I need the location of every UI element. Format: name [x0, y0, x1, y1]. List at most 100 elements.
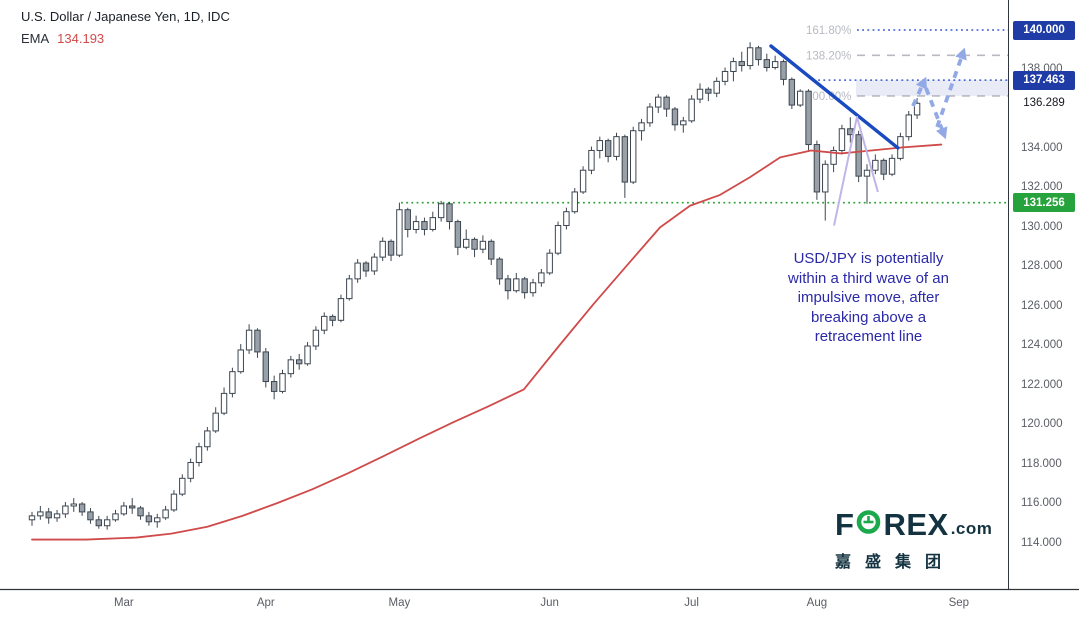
candle-body — [554, 225, 562, 254]
candle — [905, 110, 912, 141]
candle-body — [279, 373, 286, 392]
candle-body — [296, 359, 303, 365]
candle-body — [546, 252, 553, 274]
annotation-note[interactable]: USD/JPY is potentially within a third wa… — [754, 249, 983, 347]
candle-body — [529, 282, 537, 294]
candle — [37, 505, 44, 520]
candle — [187, 458, 194, 483]
candle — [45, 507, 52, 524]
candle-body — [705, 88, 712, 94]
candle — [604, 138, 612, 163]
candle — [463, 229, 470, 250]
candle — [513, 272, 520, 293]
candle-body — [604, 140, 612, 157]
candle-body — [671, 108, 679, 126]
candle — [705, 87, 712, 102]
price-tick-label: 116.000 — [1021, 497, 1062, 509]
candle-body — [688, 98, 695, 122]
candle — [87, 507, 94, 524]
candle-body — [888, 157, 896, 175]
candle — [571, 188, 578, 214]
annotation-line: within a third wave of an — [788, 269, 949, 287]
candle-body — [680, 120, 687, 126]
wave-line[interactable] — [833, 115, 879, 226]
candle — [805, 89, 812, 151]
candle — [296, 353, 303, 370]
candle — [78, 502, 86, 516]
candle — [337, 294, 345, 323]
candle — [204, 426, 211, 451]
candle — [387, 239, 395, 262]
candle — [154, 513, 161, 528]
month-tick-label: Jun — [540, 597, 559, 609]
candle-body — [538, 272, 545, 284]
candle-body — [613, 136, 620, 157]
logo-chinese-name: 嘉盛集团 — [835, 554, 956, 571]
candle-body — [838, 128, 846, 151]
candle-body — [229, 371, 236, 394]
candle-body — [805, 90, 812, 146]
indicator-legend[interactable]: EMA 134.193 — [21, 31, 230, 46]
candle — [103, 515, 111, 530]
candle-body — [154, 517, 161, 523]
candle-body — [379, 240, 386, 258]
candle — [488, 239, 495, 266]
candle — [162, 505, 169, 520]
candle — [596, 136, 603, 159]
candle — [496, 257, 503, 285]
price-badge: 136.289 — [1013, 93, 1075, 113]
projection-arrow[interactable] — [924, 87, 948, 140]
candle-body — [346, 278, 353, 300]
time-axis[interactable]: Mar Apr May Jun Jul Aug Sep — [0, 590, 1079, 624]
annotation-line: retracement line — [814, 328, 923, 345]
candle — [538, 268, 545, 287]
trendline[interactable] — [769, 44, 900, 150]
candle — [521, 276, 528, 299]
candle-body — [387, 240, 395, 256]
candle-body — [404, 209, 411, 230]
ema-line[interactable] — [31, 143, 943, 541]
candle-body — [262, 351, 270, 383]
chart-legend: U.S. Dollar / Japanese Yen, 1D, IDC EMA 1… — [21, 9, 230, 46]
candle — [346, 274, 353, 301]
candle-body — [863, 169, 871, 177]
candle-body — [396, 209, 403, 256]
candle-body — [847, 128, 854, 136]
candle-body — [120, 505, 128, 515]
candle — [630, 126, 637, 185]
candle — [771, 55, 779, 70]
price-axis[interactable]: 138.000136.000134.000132.000130.000128.0… — [1009, 0, 1079, 589]
candle — [755, 45, 762, 66]
projection-arrow[interactable] — [911, 76, 927, 107]
candle — [797, 89, 804, 108]
candle — [304, 342, 311, 366]
indicator-label: EMA — [21, 31, 50, 46]
candle-body — [37, 511, 44, 517]
candle-body — [304, 345, 311, 365]
month-tick-label: Apr — [256, 597, 275, 609]
candle-body — [454, 221, 462, 248]
candle — [579, 166, 587, 194]
candle — [237, 344, 244, 374]
candle — [663, 95, 670, 117]
candle-body — [354, 262, 361, 280]
annotation-line: USD/JPY is potentially — [793, 250, 944, 267]
symbol-title[interactable]: U.S. Dollar / Japanese Yen, 1D, IDC — [21, 9, 230, 24]
candle — [638, 118, 645, 141]
candle-body — [62, 505, 69, 515]
candle-body — [496, 258, 503, 280]
candle — [62, 502, 69, 518]
candle-body — [588, 149, 595, 171]
candle-body — [855, 134, 862, 177]
price-tick-label: 126.000 — [1021, 299, 1063, 312]
candle-body — [170, 493, 178, 511]
candle — [888, 154, 896, 177]
price-badge: 131.256 — [1013, 193, 1075, 213]
candle-body — [663, 96, 670, 110]
candle — [321, 312, 328, 335]
candle-body — [78, 503, 86, 513]
candle — [813, 140, 821, 200]
candle-body — [45, 511, 52, 519]
candle — [830, 146, 837, 173]
